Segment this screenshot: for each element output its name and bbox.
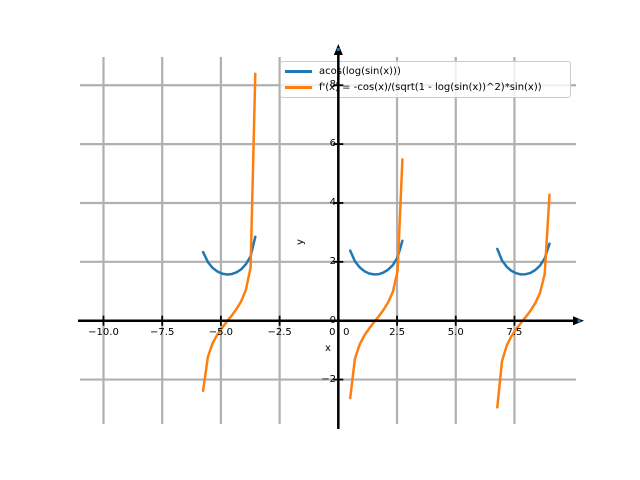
legend-label: f'(x) = -cos(x)/(sqrt(1 - log(sin(x))^2)… xyxy=(319,81,542,93)
legend: acos(log(sin(x))) f'(x) = -cos(x)/(sqrt(… xyxy=(280,61,571,98)
legend-line-sample-orange xyxy=(285,86,312,89)
legend-entry: f'(x) = -cos(x)/(sqrt(1 - log(sin(x))^2)… xyxy=(285,80,570,96)
legend-line-sample-blue xyxy=(285,70,312,73)
axis-lines xyxy=(78,50,577,429)
legend-entry: acos(log(sin(x))) xyxy=(285,64,570,80)
tick-marks xyxy=(102,84,516,381)
y-arrow-marker xyxy=(336,48,340,51)
legend-label: acos(log(sin(x))) xyxy=(319,65,401,77)
x-arrow-marker xyxy=(577,319,581,323)
series-line-0 xyxy=(201,235,551,276)
